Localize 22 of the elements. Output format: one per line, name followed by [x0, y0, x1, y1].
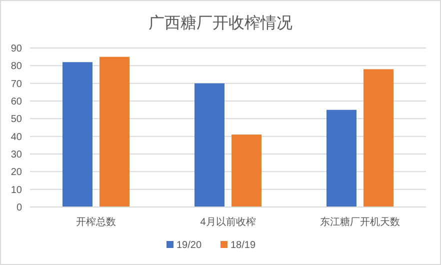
legend-label: 18/19	[230, 240, 256, 251]
bar	[232, 134, 262, 207]
x-tick-label: 4月以前收榨	[200, 216, 256, 228]
y-tick-label: 10	[10, 184, 22, 196]
y-tick-label: 20	[10, 167, 22, 178]
bar	[100, 56, 130, 207]
y-tick-label: 50	[10, 114, 22, 126]
x-tick-label: 东江糖厂开机天数	[320, 216, 400, 228]
y-tick-label: 80	[10, 61, 22, 72]
y-tick-label: 30	[10, 150, 22, 160]
y-tick-label: 70	[10, 78, 22, 90]
bar	[364, 69, 394, 207]
bar	[194, 83, 224, 207]
y-tick-label: 60	[10, 96, 22, 108]
legend-label: 19/20	[176, 240, 202, 251]
bar	[326, 110, 356, 207]
chart-title: 广西糖厂开收榨情况	[148, 14, 292, 32]
bar	[62, 62, 92, 207]
y-tick-label: 90	[10, 44, 22, 54]
y-tick-label: 0	[16, 202, 22, 214]
y-tick-label: 40	[10, 132, 22, 143]
x-tick-label: 开榨总数	[76, 216, 116, 228]
